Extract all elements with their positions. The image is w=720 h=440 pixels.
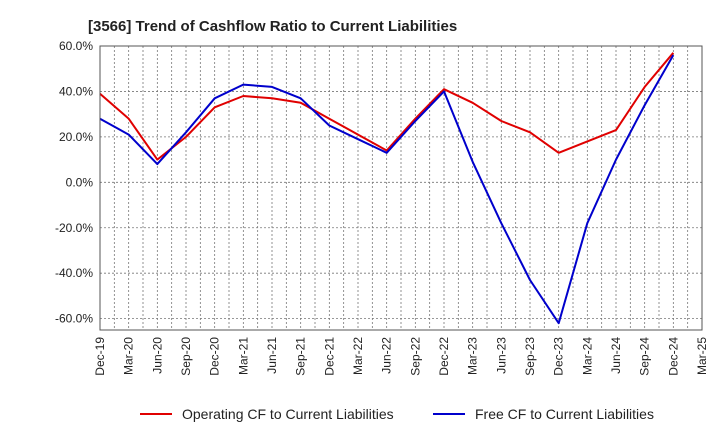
- grid-lines: [99, 45, 703, 330]
- x-tick-label: Sep-21: [294, 337, 308, 376]
- x-tick-label: Dec-22: [437, 337, 451, 376]
- y-tick-label: 60.0%: [59, 39, 93, 53]
- x-tick-label: Sep-20: [179, 337, 193, 376]
- y-axis-tick-labels: 60.0% 40.0% 20.0% 0.0% -20.0% -40.0% -60.0%: [55, 39, 93, 326]
- x-tick-label: Jun-23: [494, 337, 508, 374]
- chart-title: [3566] Trend of Cashflow Ratio to Curren…: [88, 18, 457, 35]
- y-tick-label: 40.0%: [59, 84, 93, 98]
- x-tick-label: Dec-20: [208, 337, 222, 376]
- plot-area-frame: [99, 45, 703, 331]
- x-tick-label: Dec-24: [666, 337, 680, 376]
- x-tick-label: Dec-19: [93, 337, 107, 376]
- x-tick-label: Jun-24: [609, 337, 623, 374]
- x-tick-label: Mar-22: [351, 337, 365, 375]
- x-tick-label: Jun-20: [150, 337, 164, 374]
- y-tick-label: 20.0%: [59, 130, 93, 144]
- x-tick-label: Dec-21: [322, 337, 336, 376]
- y-tick-label: -40.0%: [55, 266, 93, 280]
- x-tick-label: Mar-21: [236, 337, 250, 375]
- x-tick-label: Jun-21: [265, 337, 279, 374]
- legend-label-2: Free CF to Current Liabilities: [475, 406, 654, 422]
- x-tick-label: Mar-20: [122, 337, 136, 375]
- x-tick-label: Mar-24: [580, 337, 594, 375]
- x-tick-label: Jun-22: [380, 337, 394, 374]
- x-tick-label: Sep-22: [408, 337, 422, 376]
- series-line-2: [99, 54, 675, 325]
- y-tick-label: -60.0%: [55, 312, 93, 326]
- y-tick-label: -20.0%: [55, 221, 93, 235]
- x-tick-label: Mar-23: [466, 337, 480, 375]
- x-tick-label: Dec-23: [552, 337, 566, 376]
- series-lines: [99, 52, 675, 325]
- y-tick-label: 0.0%: [66, 175, 94, 189]
- legend: Operating CF to Current Liabilities Free …: [140, 406, 654, 422]
- legend-label-1: Operating CF to Current Liabilities: [182, 406, 394, 422]
- x-axis-tick-labels: Dec-19 Mar-20 Jun-20 Sep-20 Dec-20 Mar-21 Jun-…: [93, 337, 709, 376]
- x-tick-label: Sep-24: [638, 337, 652, 376]
- x-tick-label: Mar-25: [695, 337, 709, 375]
- series-line-1: [99, 52, 675, 161]
- x-tick-label: Sep-23: [523, 337, 537, 376]
